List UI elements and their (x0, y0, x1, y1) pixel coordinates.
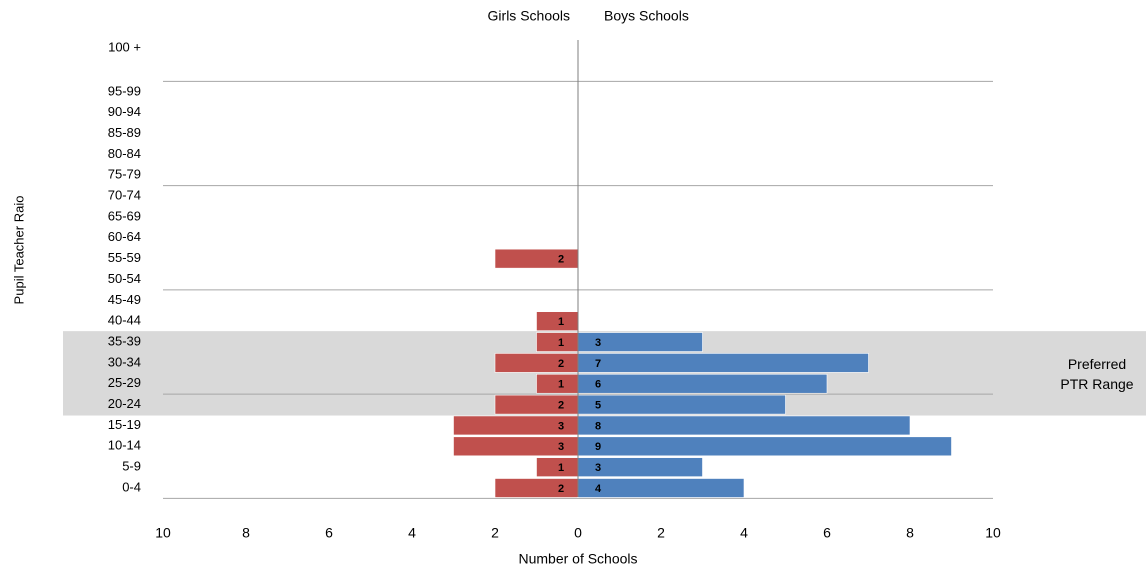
y-tick-label: 55-59 (108, 250, 141, 265)
y-tick-label: 75-79 (108, 167, 141, 182)
y-tick-label: 45-49 (108, 292, 141, 307)
girls-data-label: 1 (558, 379, 564, 391)
boys-data-label: 4 (595, 483, 602, 495)
y-tick-label: 95-99 (108, 83, 141, 98)
x-axis-title: Number of Schools (518, 551, 637, 567)
boys-data-label: 7 (595, 358, 601, 370)
girls-bar (494, 394, 579, 415)
band-label-line: PTR Range (1060, 376, 1133, 392)
girls-data-label: 2 (558, 483, 564, 495)
y-tick-label: 65-69 (108, 208, 141, 223)
x-tick-label: 10 (985, 525, 1001, 541)
boys-bar (577, 478, 745, 498)
x-tick-label: 10 (155, 525, 171, 541)
y-tick-label: 85-89 (108, 125, 141, 140)
y-tick-label: 40-44 (108, 313, 141, 328)
boys-bar (577, 415, 911, 436)
x-tick-label: 6 (823, 525, 831, 541)
y-tick-label: 80-84 (108, 146, 141, 161)
girls-bar (494, 478, 579, 498)
y-tick-label: 60-64 (108, 229, 141, 244)
girls-data-label: 2 (558, 254, 564, 266)
y-tick-label: 70-74 (108, 188, 141, 203)
x-tick-label: 0 (574, 525, 582, 541)
y-tick-label: 30-34 (108, 354, 141, 369)
boys-series-title: Boys Schools (604, 8, 689, 24)
x-tick-label: 8 (906, 525, 914, 541)
girls-bar (494, 353, 579, 373)
boys-data-label: 5 (595, 400, 601, 412)
boys-data-label: 3 (595, 337, 601, 349)
girls-data-label: 2 (558, 400, 564, 412)
y-tick-label: 10-14 (108, 438, 141, 453)
x-tick-label: 2 (491, 525, 499, 541)
y-axis-title: Pupil Teacher Raio (11, 196, 26, 305)
x-tick-label: 6 (325, 525, 333, 541)
band-label-line: Preferred (1068, 356, 1126, 372)
y-tick-label: 100 + (108, 39, 141, 54)
girls-data-label: 3 (558, 420, 564, 432)
x-tick-label: 2 (657, 525, 665, 541)
girls-data-label: 1 (558, 462, 564, 474)
y-tick-label: 90-94 (108, 104, 141, 119)
boys-bar (577, 353, 869, 373)
y-tick-label: 15-19 (108, 417, 141, 432)
y-tick-label: 5-9 (122, 459, 141, 474)
y-tick-label: 20-24 (108, 396, 141, 411)
x-tick-label: 4 (740, 525, 748, 541)
girls-data-label: 1 (558, 316, 564, 328)
y-tick-label: 50-54 (108, 271, 141, 286)
x-tick-label: 4 (408, 525, 416, 541)
girls-data-label: 2 (558, 358, 564, 370)
girls-series-title: Girls Schools (488, 8, 570, 24)
x-tick-label: 8 (242, 525, 250, 541)
girls-data-label: 3 (558, 441, 564, 453)
y-tick-label: 35-39 (108, 333, 141, 348)
boys-data-label: 8 (595, 420, 601, 432)
boys-bar (577, 373, 828, 394)
boys-data-label: 9 (595, 441, 601, 453)
girls-data-label: 1 (558, 337, 564, 349)
y-tick-label: 0-4 (122, 479, 141, 494)
boys-data-label: 3 (595, 462, 601, 474)
y-tick-label: 25-29 (108, 375, 141, 390)
girls-bar (494, 248, 579, 269)
boys-bar (577, 394, 786, 415)
boys-data-label: 6 (595, 379, 601, 391)
boys-bar (577, 436, 952, 457)
